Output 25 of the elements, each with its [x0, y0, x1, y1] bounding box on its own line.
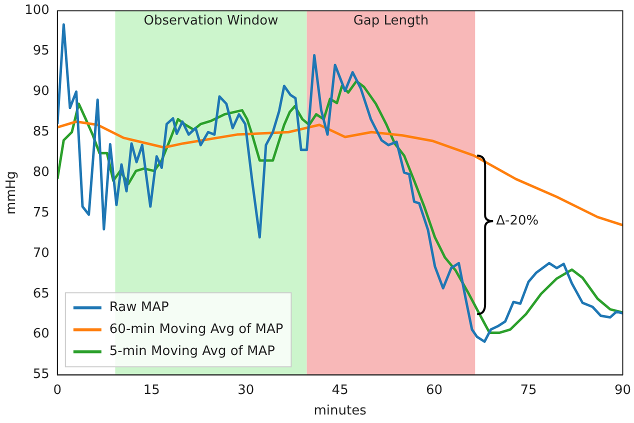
y-tick-label: 55 — [32, 367, 50, 382]
annotation: Δ-20% — [496, 213, 539, 228]
x-tick-label: 0 — [53, 382, 62, 398]
legend-label: 60-min Moving Avg of MAP — [109, 322, 284, 338]
y-axis-title: mmHg — [4, 171, 20, 214]
legend-label: Raw MAP — [109, 300, 169, 316]
x-axis-title: minutes — [314, 404, 367, 419]
x-tick-label: 75 — [520, 382, 537, 398]
x-tick-label: 45 — [332, 382, 348, 398]
x-tick-label: 60 — [426, 382, 443, 398]
y-tick-label: 65 — [32, 286, 50, 302]
y-tick-label: 95 — [32, 44, 50, 59]
y-tick-label: 80 — [32, 164, 50, 180]
y-tick-label: 90 — [32, 84, 50, 100]
band-label: Observation Window — [144, 14, 279, 29]
y-tick-label: 85 — [32, 124, 50, 140]
y-tick-label: 60 — [32, 326, 50, 342]
band-label: Gap Length — [353, 14, 429, 29]
x-tick-label: 15 — [143, 382, 160, 398]
legend-label: 5-min Moving Avg of MAP — [109, 344, 276, 360]
x-tick-label: 90 — [614, 382, 631, 398]
x-tick-label: 30 — [238, 382, 254, 398]
y-tick-label: 70 — [32, 246, 50, 261]
y-tick-label: 100 — [24, 3, 50, 18]
y-tick-label: 75 — [32, 205, 50, 220]
